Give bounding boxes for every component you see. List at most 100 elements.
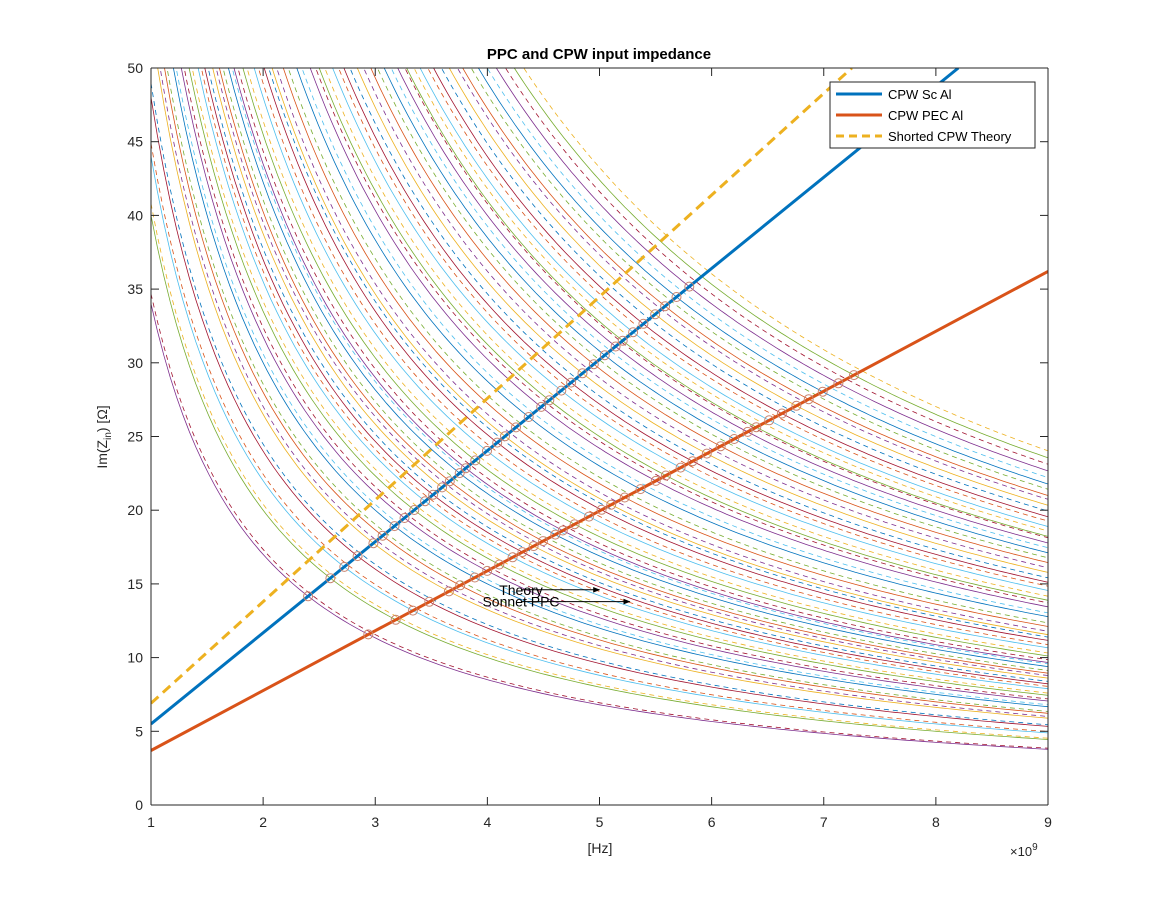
intersection-marker: [455, 580, 466, 591]
intersection-marker: [536, 401, 547, 412]
intersection-marker: [671, 292, 682, 302]
intersection-marker: [569, 519, 580, 530]
intersection-marker: [638, 318, 649, 329]
intersection-marker: [566, 377, 577, 388]
ppc-curve-sonnet: [233, 68, 1048, 663]
intersection-markers: [303, 281, 859, 640]
intersection-marker: [482, 565, 493, 576]
intersection-marker: [550, 529, 561, 540]
intersection-marker: [443, 586, 454, 597]
intersection-marker: [619, 492, 630, 503]
intersection-marker: [650, 309, 661, 320]
ppc-curve-sonnet: [151, 303, 1048, 750]
intersection-marker: [588, 359, 599, 370]
intersection-marker: [303, 591, 314, 602]
x-tick-label: 4: [483, 814, 491, 830]
intersection-marker: [482, 445, 492, 456]
intersection-marker: [511, 422, 521, 433]
intersection-marker: [848, 370, 859, 381]
ppc-curve-sonnet: [188, 68, 1048, 696]
legend-label: CPW PEC Al: [888, 108, 963, 123]
intersection-marker: [389, 521, 400, 532]
y-tick-label: 0: [135, 797, 143, 813]
ppc-curve-sonnet: [332, 68, 1048, 591]
intersection-marker: [444, 476, 455, 487]
legend: CPW Sc Al CPW PEC Al Shorted CPW Theory: [829, 81, 1036, 149]
ppc-curve-theory: [413, 68, 1048, 532]
ppc-curve-sonnet: [157, 68, 1048, 719]
intersection-marker: [833, 378, 844, 389]
ppc-curve-sonnet: [180, 68, 1048, 702]
intersection-marker: [424, 596, 435, 607]
series-line-1: [151, 270, 1048, 752]
y-axis-label-tail: ) [Ω]: [94, 405, 110, 432]
x-tick-label: 5: [596, 814, 604, 830]
x-tick-label: 2: [259, 814, 267, 830]
x-tick-label: 9: [1044, 814, 1052, 830]
intersection-marker: [437, 482, 448, 493]
ppc-curve-theory: [486, 68, 1048, 478]
ppc-curve-theory: [523, 68, 1048, 452]
ppc-curves: [151, 68, 1048, 750]
intersection-marker: [469, 572, 480, 583]
y-ticks: 0 5 10 15 20 25 30 35 40 45 50: [127, 60, 1048, 813]
intersection-marker: [606, 499, 617, 510]
ppc-curve-sonnet: [318, 68, 1048, 601]
intersection-marker: [500, 431, 510, 442]
intersection-marker: [428, 489, 439, 500]
ppc-curve-sonnet: [253, 68, 1048, 649]
ppc-curve-sonnet: [271, 68, 1048, 636]
ppc-curve-theory: [338, 68, 1048, 587]
intersection-marker: [684, 281, 695, 292]
intersection-marker: [687, 456, 698, 467]
x-tick-label: 3: [371, 814, 379, 830]
intersection-marker: [538, 536, 548, 547]
ppc-curve-theory: [151, 83, 1048, 726]
ppc-curve-theory: [166, 68, 1048, 712]
intersection-marker: [599, 350, 610, 361]
ppc-curve-theory: [470, 68, 1048, 490]
legend-label: CPW Sc Al: [888, 87, 952, 102]
intersection-marker: [377, 530, 388, 541]
intersection-marker: [650, 475, 661, 486]
intersection-marker: [628, 327, 639, 338]
ppc-curve-sonnet: [197, 68, 1048, 690]
ppc-curve-sonnet: [151, 215, 1048, 740]
ppc-curve-theory: [390, 68, 1048, 549]
x-tick-label: 1: [147, 814, 155, 830]
y-tick-label: 20: [127, 502, 143, 518]
intersection-marker: [528, 541, 539, 552]
ppc-curve-theory: [505, 68, 1048, 465]
intersection-marker: [399, 513, 410, 523]
intersection-marker: [517, 547, 528, 558]
intersection-marker: [803, 394, 814, 405]
ppc-curve-sonnet: [296, 68, 1048, 618]
intersection-marker: [407, 605, 418, 616]
intersection-marker: [363, 629, 374, 640]
ppc-curve-sonnet: [204, 68, 1048, 685]
intersection-marker: [390, 614, 401, 625]
y-tick-label: 30: [127, 355, 143, 371]
ppc-curve-theory: [268, 68, 1048, 638]
intersection-marker: [596, 504, 607, 515]
ppc-curve-sonnet: [151, 97, 1048, 727]
ppc-curve-sonnet: [513, 68, 1048, 459]
x-tick-label: 7: [820, 814, 828, 830]
intersection-marker: [544, 395, 555, 406]
ppc-curve-theory: [287, 68, 1048, 624]
intersection-marker: [470, 455, 481, 466]
ppc-curve-sonnet: [383, 68, 1048, 554]
ppc-curve-sonnet: [242, 68, 1048, 657]
intersection-marker: [556, 385, 567, 396]
intersection-marker: [420, 496, 431, 507]
ppc-curve-sonnet: [263, 68, 1048, 641]
intersection-marker: [791, 400, 802, 411]
y-tick-label: 40: [127, 207, 143, 223]
ppc-curve-theory: [151, 203, 1048, 739]
intersection-marker: [454, 468, 465, 479]
intersection-marker: [660, 301, 671, 312]
ppc-curve-theory: [258, 68, 1048, 645]
intersection-marker: [610, 341, 621, 352]
